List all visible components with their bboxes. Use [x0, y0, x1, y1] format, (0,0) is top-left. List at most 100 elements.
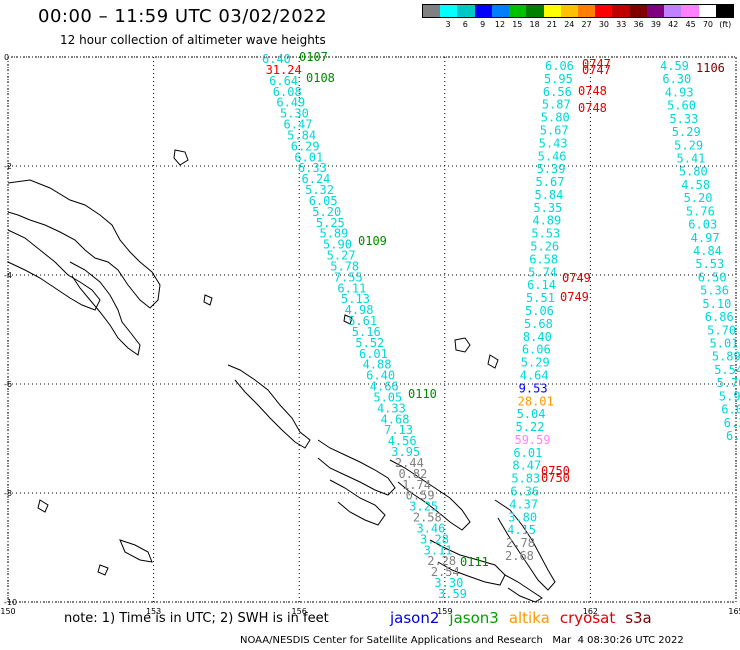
swh-value: 5.53	[531, 227, 560, 241]
swh-value: 5.10	[702, 297, 731, 311]
x-tick-label: 165	[728, 607, 740, 616]
swh-value: 4.93	[665, 85, 694, 99]
swh-value: 4.59	[660, 59, 689, 73]
scale-label: 24	[564, 20, 575, 29]
x-tick-label: 150	[0, 607, 15, 616]
swh-value: 5.22	[516, 420, 545, 434]
swh-value: 31.24	[266, 63, 302, 77]
swh-value: 28.01	[518, 394, 554, 408]
new-britain-west	[7, 229, 101, 311]
y-tick-label: -2	[4, 162, 12, 171]
swh-value: 5.53	[695, 257, 724, 271]
pass-label: 0110	[408, 387, 437, 401]
small-island-4	[37, 499, 49, 513]
swh-value: 3.59	[438, 587, 467, 601]
color-scale-labels: 3 6 9 12 15 18 21 24 27 30 33 36 39 42 45 70 (ft)	[422, 20, 734, 32]
y-tick-label: 0	[4, 53, 9, 62]
legend-item-altika: altika	[508, 609, 550, 627]
scale-label: 21	[546, 20, 558, 29]
pass-label: 0748	[578, 84, 607, 98]
scale-swatch	[715, 5, 733, 17]
swh-value: 4.89	[532, 214, 561, 228]
swh-value: 6.1	[726, 429, 740, 443]
swh-value: 6.47	[284, 118, 313, 132]
x-tick-label: 153	[146, 607, 161, 616]
swh-value: 5.05	[373, 390, 402, 404]
swh-value: 5.51	[526, 291, 555, 305]
small-island-1	[173, 149, 189, 166]
swh-value: 4.64	[520, 368, 549, 382]
legend-item-s3a: s3a	[625, 609, 652, 627]
swh-value: 5.13	[341, 292, 370, 306]
swh-value: 4.97	[691, 231, 720, 245]
scale-label: 27	[581, 20, 592, 29]
altimeter-tracks: 6.4031.246.646.086.495.306.475.846.296.0…	[262, 52, 740, 601]
swh-value: 6.40	[262, 52, 291, 66]
swh-value: 5.39	[537, 162, 566, 176]
small-island-5	[97, 564, 109, 576]
swh-value: 5.41	[677, 152, 706, 166]
pass-label: 0750	[541, 471, 570, 485]
swh-value: 5.67	[536, 175, 565, 189]
swh-value: 6.40	[366, 369, 395, 383]
page-subtitle: 12 hour collection of altimeter wave hei…	[60, 33, 326, 47]
scale-label: 6	[462, 20, 468, 29]
swh-value: 5.33	[669, 112, 698, 126]
coastlines	[7, 149, 556, 603]
swh-value: 4.56	[388, 434, 417, 448]
swh-value: 2.58	[413, 511, 442, 525]
pass-label: 0749	[562, 271, 591, 285]
scale-label: 36	[633, 20, 644, 29]
swh-value: 5.83	[511, 472, 540, 486]
swh-value: 4.68	[381, 412, 410, 426]
swh-value: 5.04	[517, 407, 546, 421]
page-title: 00:00 – 11:59 UTC 03/02/2022	[38, 6, 328, 27]
swh-value: 6.36	[510, 485, 539, 499]
swh-value: 6.05	[309, 194, 338, 208]
swh-value: 6.01	[294, 150, 323, 164]
swh-value: 6.50	[698, 270, 727, 284]
small-island-3	[119, 539, 153, 563]
legend-item-jason2: jason2	[390, 609, 440, 627]
swh-value: 5.90	[323, 238, 352, 252]
swh-value: 6.24	[302, 172, 331, 186]
swh-value: 6.64	[269, 74, 298, 88]
scale-swatch	[509, 5, 527, 17]
swh-value: 5.9	[719, 389, 740, 403]
swh-value: 5.80	[541, 111, 570, 125]
swh-value: 2.54	[431, 565, 460, 579]
swh-value: 4.58	[681, 178, 710, 192]
pass-label: 0747	[582, 57, 611, 71]
y-tick-label: -4	[4, 271, 12, 280]
swh-value: 5.29	[672, 125, 701, 139]
pass-label: 0108	[306, 71, 335, 85]
swh-value: 5.60	[667, 99, 696, 113]
swh-value: 5.95	[544, 72, 573, 86]
x-tick-label: 162	[583, 607, 598, 616]
pass-label: 0109	[358, 234, 387, 248]
scale-swatch	[543, 5, 561, 17]
swh-value: 1.74	[402, 478, 431, 492]
scale-label: 33	[616, 20, 627, 29]
swh-value: 2.44	[395, 456, 424, 470]
swh-value: 6.33	[298, 161, 327, 175]
swh-value: 6.3	[724, 416, 740, 430]
swh-value: 3.46	[416, 521, 445, 535]
y-tick-label: -6	[4, 380, 12, 389]
swh-value: 6.01	[359, 347, 388, 361]
swh-value: 59.59	[514, 433, 550, 447]
swh-value: 5.29	[521, 356, 550, 370]
swh-value: 5.70	[717, 376, 740, 390]
swh-value: 5.84	[287, 128, 316, 142]
swh-value: 6.56	[543, 85, 572, 99]
scale-swatch	[491, 5, 510, 17]
swh-value: 8.40	[523, 330, 552, 344]
malaita-coast	[494, 499, 556, 591]
y-tick-label: -10	[4, 598, 17, 607]
pass-label: 1106	[696, 61, 725, 75]
swh-value: 4.33	[377, 401, 406, 415]
swh-value: 5.29	[674, 138, 703, 152]
x-tick-label: 159	[437, 607, 452, 616]
swh-value: 5.54	[714, 363, 740, 377]
